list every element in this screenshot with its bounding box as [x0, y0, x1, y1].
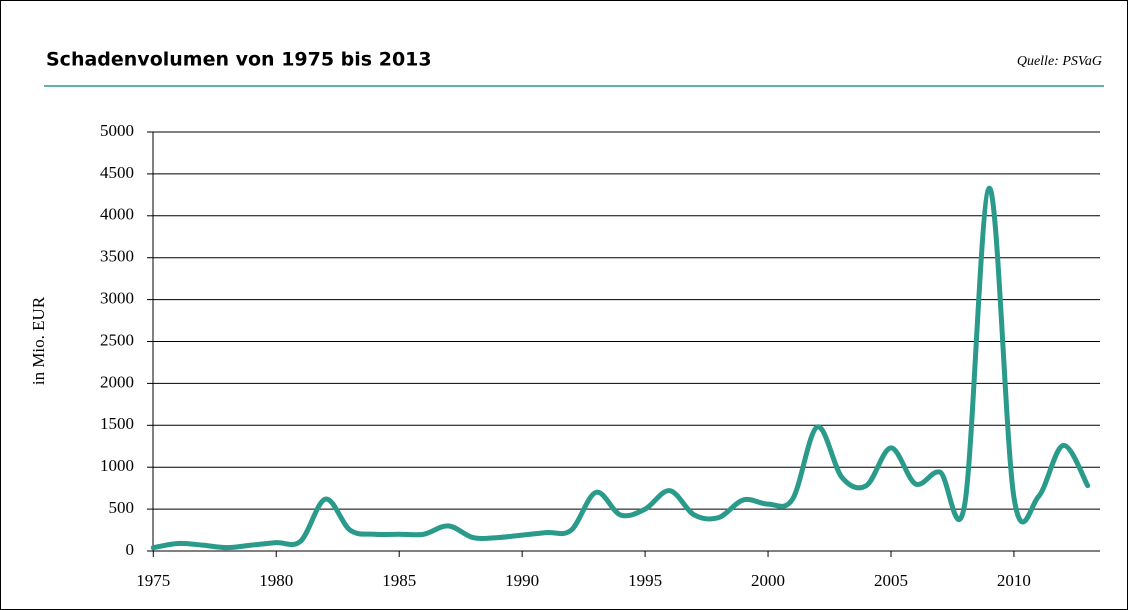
- x-tick-label: 1985: [382, 571, 416, 590]
- x-tick-label: 2000: [751, 571, 785, 590]
- y-tick-label: 500: [109, 498, 135, 517]
- y-tick-label: 2000: [100, 372, 134, 391]
- chart-title: Schadenvolumen von 1975 bis 2013: [46, 49, 432, 71]
- y-tick-label: 5000: [100, 121, 134, 140]
- x-tick-label: 1990: [505, 571, 539, 590]
- x-tick-label: 2010: [997, 571, 1031, 590]
- x-tick-label: 2005: [874, 571, 908, 590]
- x-tick-label: 1980: [259, 571, 293, 590]
- x-tick-label: 1975: [136, 571, 170, 590]
- y-tick-label: 2500: [100, 330, 134, 349]
- y-tick-label: 3500: [100, 247, 134, 266]
- y-tick-label: 1000: [100, 456, 134, 475]
- data-line: [150, 185, 1091, 551]
- y-tick-label: 4000: [100, 205, 134, 224]
- y-tick-label: 0: [126, 540, 135, 559]
- y-axis-label: in Mio. EUR: [29, 296, 48, 385]
- y-tick-label: 3000: [100, 289, 134, 308]
- x-tick-label: 1995: [628, 571, 662, 590]
- y-tick-label: 4500: [100, 163, 134, 182]
- y-tick-label: 1500: [100, 414, 134, 433]
- source: Quelle: PSVaG: [1017, 54, 1102, 69]
